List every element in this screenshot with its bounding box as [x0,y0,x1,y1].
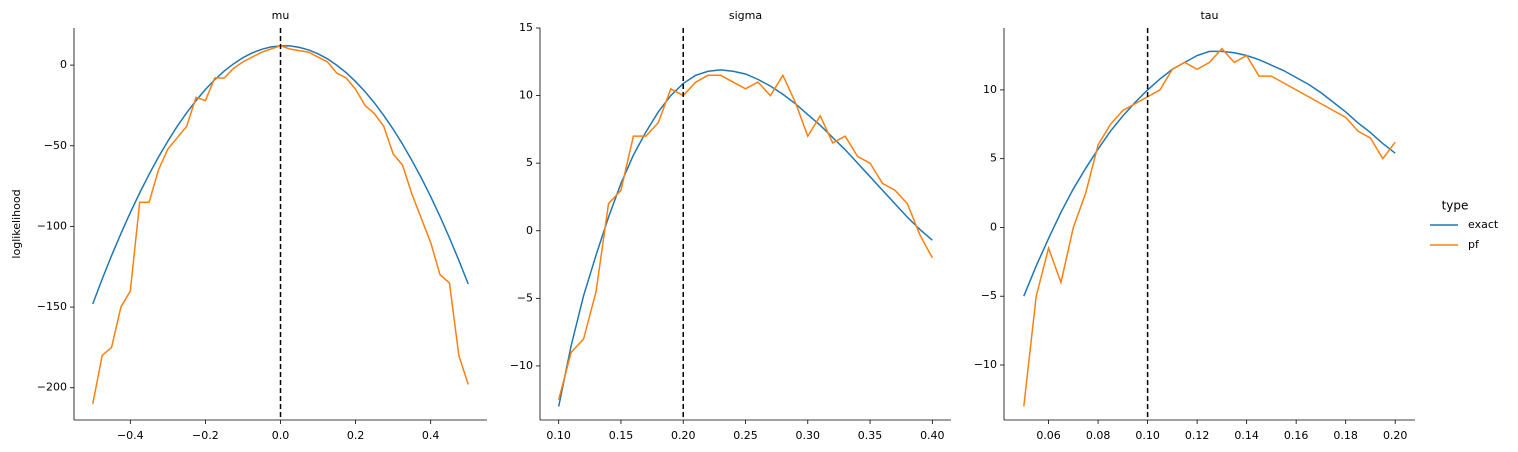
x-tick-label: 0.10 [1135,429,1160,442]
y-tick-label: 15 [519,21,533,34]
x-tick-label: 0.0 [272,429,290,442]
x-tick-label: 0.10 [546,429,571,442]
y-tick-label: 0 [60,58,67,71]
legend-label: pf [1468,238,1480,251]
x-tick-label: 0.08 [1086,429,1111,442]
x-tick-label: 0.14 [1234,429,1259,442]
y-tick-label: −10 [974,358,997,371]
y-tick-label: −10 [510,359,533,372]
x-tick-label: 0.40 [920,429,945,442]
y-tick-label: 0 [526,224,533,237]
x-tick-label: 0.06 [1036,429,1061,442]
y-tick-label: −50 [44,139,67,152]
x-tick-label: −0.2 [192,429,219,442]
x-tick-label: 0.4 [422,429,440,442]
y-tick-label: 0 [990,220,997,233]
y-axis-label: loglikelihood [10,189,23,258]
x-tick-label: 0.16 [1284,429,1309,442]
y-tick-label: −150 [37,300,67,313]
y-tick-label: 5 [526,156,533,169]
x-tick-label: 0.25 [733,429,758,442]
x-tick-label: −0.4 [117,429,144,442]
y-tick-label: 10 [519,89,533,102]
legend-label: exact [1468,218,1499,231]
y-tick-label: 10 [983,83,997,96]
y-tick-label: −100 [37,219,67,232]
line-exact [1023,50,1396,297]
line-pf [557,73,933,400]
x-tick-label: 0.15 [609,429,634,442]
x-tick-label: 0.30 [796,429,821,442]
legend-title: type [1442,199,1469,213]
x-tick-label: 0.35 [858,429,883,442]
panel-title: tau [1200,9,1218,22]
x-tick-label: 0.20 [671,429,696,442]
line-exact [557,69,933,407]
panel-title: sigma [729,9,762,22]
x-tick-label: 0.18 [1333,429,1358,442]
x-tick-label: 0.20 [1383,429,1408,442]
x-tick-label: 0.2 [347,429,365,442]
y-tick-label: −5 [517,291,533,304]
line-pf [1023,47,1396,407]
y-tick-label: −200 [37,381,67,394]
panel-title: mu [272,9,290,22]
y-tick-label: −5 [981,289,997,302]
y-tick-label: 5 [990,152,997,165]
x-tick-label: 0.12 [1185,429,1210,442]
